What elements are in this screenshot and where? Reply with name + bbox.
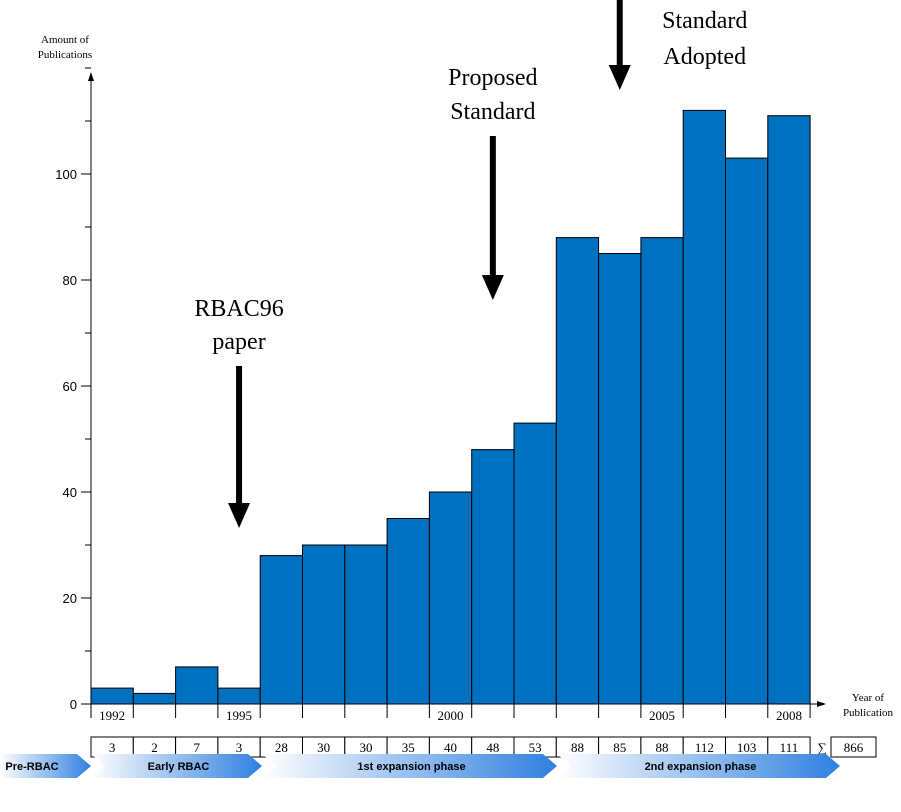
count-value: 85 (613, 740, 626, 755)
bars-layer (90, 109, 811, 705)
bar-1994 (175, 666, 219, 705)
annotation-line1: RBAC96 (194, 296, 283, 322)
total-value: 866 (844, 740, 864, 755)
annotation-line2: Standard (450, 99, 535, 125)
phase-label: Pre-RBAC (5, 761, 58, 773)
sum-symbol: ∑ (817, 740, 826, 755)
bar-2000 (428, 491, 473, 705)
count-value: 112 (695, 740, 714, 755)
x-tick-label: 2008 (776, 708, 802, 723)
x-tick-label: 2005 (649, 708, 675, 723)
phase-label: Early RBAC (148, 761, 210, 773)
count-value: 7 (194, 740, 201, 755)
annotation-line1: Standard (662, 8, 747, 34)
bar-1996 (259, 555, 304, 705)
x-tick-label: 1992 (99, 708, 125, 723)
bar-2008 (767, 115, 811, 705)
phase-chevron (557, 754, 840, 778)
y-axis-title-line1: Amount of (41, 34, 89, 46)
bar-2003 (555, 237, 600, 705)
bar-2007 (725, 157, 769, 705)
count-value: 30 (359, 740, 372, 755)
x-axis-arrow (817, 701, 826, 707)
annotation-line1: Proposed (448, 65, 537, 91)
y-tick-label: 100 (55, 167, 77, 182)
bar-2004 (598, 253, 642, 705)
count-value: 28 (275, 740, 288, 755)
bar-2005 (640, 237, 684, 705)
annotation-line2: paper (212, 329, 265, 355)
phase-label: 1st expansion phase (357, 761, 465, 773)
phase-label: 2nd expansion phase (645, 761, 757, 773)
count-value: 40 (444, 740, 457, 755)
count-value: 103 (737, 740, 757, 755)
y-tick-label: 60 (63, 379, 77, 394)
bar-1992 (90, 687, 134, 705)
x-axis-title-line1: Year of (852, 692, 885, 704)
annotation-arrow-shaft (616, 0, 623, 66)
annotation-arrow-shaft (236, 366, 243, 504)
count-value: 2 (151, 740, 158, 755)
count-value: 53 (529, 740, 542, 755)
annotation-arrow-head (608, 65, 631, 90)
count-value: 88 (571, 740, 584, 755)
phase-chevron (91, 754, 262, 778)
count-value: 88 (656, 740, 669, 755)
count-value: 3 (236, 740, 243, 755)
y-tick-label: 0 (70, 697, 77, 712)
axes-layer: 0 20 40 60 80 100 Amount of Publications 1992 199… (38, 34, 894, 723)
count-value: 35 (402, 740, 415, 755)
phase-chevron (262, 754, 557, 778)
y-tick-label: 80 (63, 273, 77, 288)
bar-1998 (344, 544, 388, 705)
phase-timeline: Pre-RBAC Early RBAC 1st expansion phase 2nd… (0, 754, 840, 778)
y-axis-arrow (88, 72, 94, 81)
count-value: 48 (486, 740, 499, 755)
x-tick-label: 1995 (226, 708, 252, 723)
annotation-arrow-shaft (489, 136, 496, 276)
y-axis-title-line2: Publications (38, 49, 92, 61)
count-value: 111 (780, 740, 799, 755)
x-tick-label: 2000 (438, 708, 464, 723)
total-cell (830, 736, 877, 758)
bar-2002 (513, 422, 557, 705)
count-value: 30 (317, 740, 330, 755)
annotations-layer: RBAC96 paper Proposed Standard Standard Adopt… (194, 0, 747, 528)
annotation-arrow-head (228, 503, 251, 528)
bar-2006 (682, 109, 727, 705)
y-tick-label: 40 (63, 485, 77, 500)
bar-1995 (217, 687, 261, 705)
bar-2001 (471, 449, 515, 705)
annotation-line2: Adopted (663, 44, 746, 70)
bar-1993 (132, 692, 177, 705)
bar-1999 (386, 518, 430, 705)
phase-chevron (0, 754, 91, 778)
bar-1997 (302, 544, 346, 705)
count-value: 3 (109, 740, 116, 755)
annotation-arrow-head (481, 275, 504, 300)
x-axis-title-line2: Publication (843, 707, 894, 719)
y-tick-label: 20 (63, 591, 77, 606)
